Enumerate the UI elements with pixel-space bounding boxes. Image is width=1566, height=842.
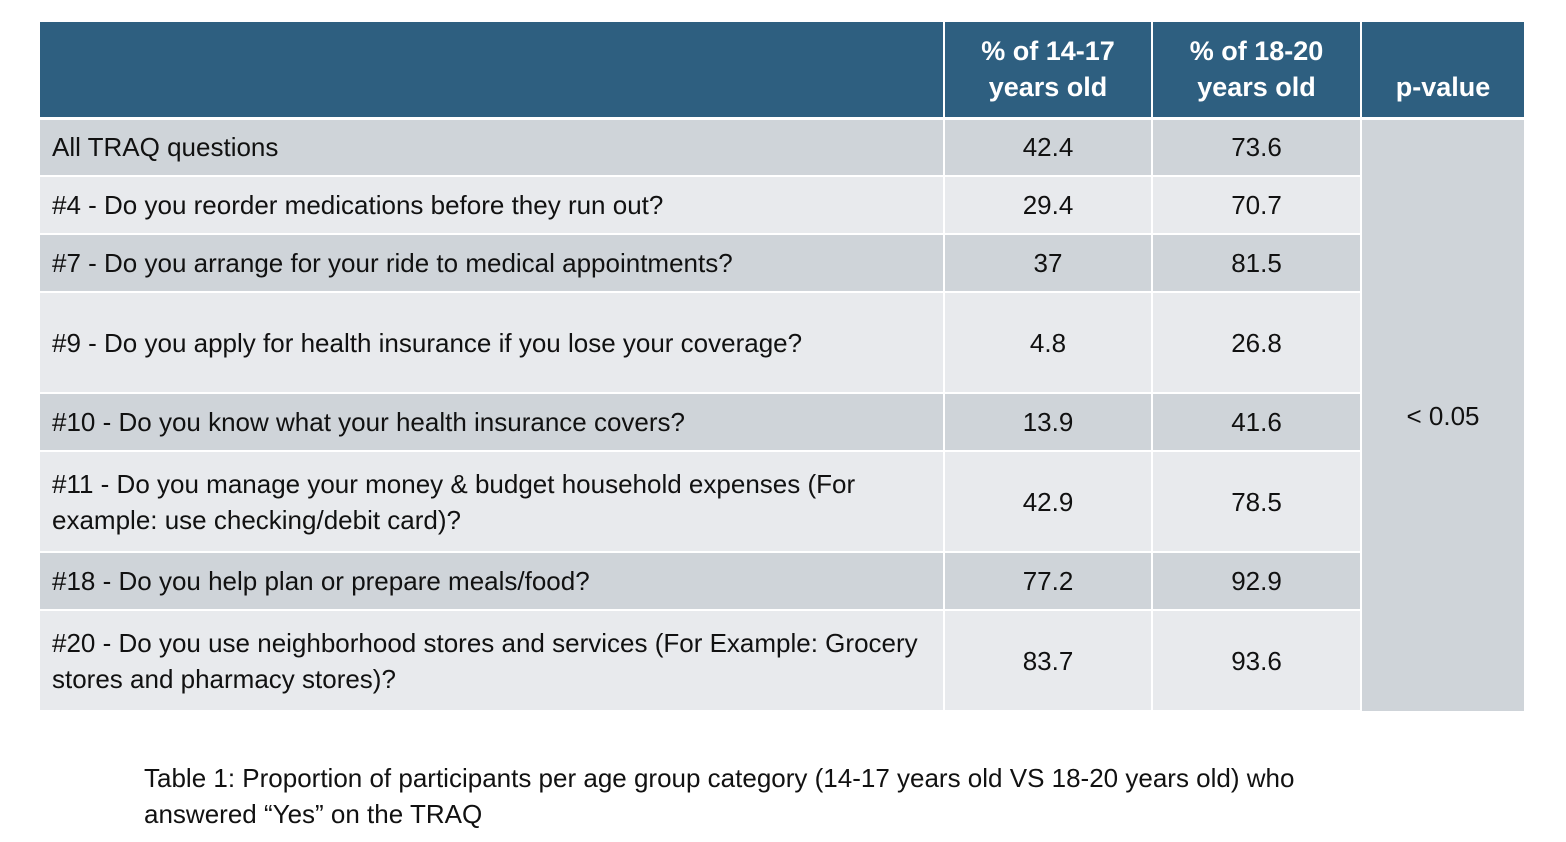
row-question: #11 - Do you manage your money & budget …: [40, 451, 945, 553]
row-question: #7 - Do you arrange for your ride to med…: [40, 234, 945, 293]
table-row: #20 - Do you use neighborhood stores and…: [40, 610, 1524, 712]
row-question: #18 - Do you help plan or prepare meals/…: [40, 552, 945, 611]
row-value-18-20: 81.5: [1152, 234, 1362, 293]
row-value-18-20: 26.8: [1152, 292, 1362, 394]
header-p-value: p-value: [1361, 22, 1524, 120]
row-question: #4 - Do you reorder medications before t…: [40, 176, 945, 235]
table-row: #18 - Do you help plan or prepare meals/…: [40, 552, 1524, 611]
row-value-14-17: 42.9: [944, 451, 1153, 553]
row-value-14-17: 4.8: [944, 292, 1153, 394]
results-table: % of 14-17 years old % of 18-20 years ol…: [40, 22, 1524, 712]
row-question: All TRAQ questions: [40, 118, 945, 177]
table-header-row: % of 14-17 years old % of 18-20 years ol…: [40, 22, 1524, 120]
row-value-18-20: 92.9: [1152, 552, 1362, 611]
row-value-18-20: 41.6: [1152, 393, 1362, 452]
row-question: #20 - Do you use neighborhood stores and…: [40, 610, 945, 712]
row-value-14-17: 42.4: [944, 118, 1153, 177]
table-row: #9 - Do you apply for health insurance i…: [40, 292, 1524, 394]
row-value-14-17: 37: [944, 234, 1153, 293]
row-value-18-20: 93.6: [1152, 610, 1362, 712]
row-value-14-17: 29.4: [944, 176, 1153, 235]
row-question: #10 - Do you know what your health insur…: [40, 393, 945, 452]
row-value-14-17: 13.9: [944, 393, 1153, 452]
results-table-container: % of 14-17 years old % of 18-20 years ol…: [40, 22, 1524, 712]
header-18-20: % of 18-20 years old: [1152, 22, 1362, 120]
row-value-18-20: 70.7: [1152, 176, 1362, 235]
row-value-18-20: 73.6: [1152, 118, 1362, 177]
row-value-14-17: 83.7: [944, 610, 1153, 712]
table-row: #10 - Do you know what your health insur…: [40, 393, 1524, 452]
header-question: [40, 22, 945, 120]
row-value-14-17: 77.2: [944, 552, 1153, 611]
p-value-cell: < 0.05: [1361, 118, 1524, 711]
header-14-17: % of 14-17 years old: [944, 22, 1153, 120]
row-question: #9 - Do you apply for health insurance i…: [40, 292, 945, 394]
table-row: #11 - Do you manage your money & budget …: [40, 451, 1524, 553]
table-caption: Table 1: Proportion of participants per …: [144, 763, 1295, 829]
row-value-18-20: 78.5: [1152, 451, 1362, 553]
table-row: All TRAQ questions 42.4 73.6 < 0.05: [40, 118, 1524, 711]
table-row: #4 - Do you reorder medications before t…: [40, 176, 1524, 235]
table-row: #7 - Do you arrange for your ride to med…: [40, 234, 1524, 293]
